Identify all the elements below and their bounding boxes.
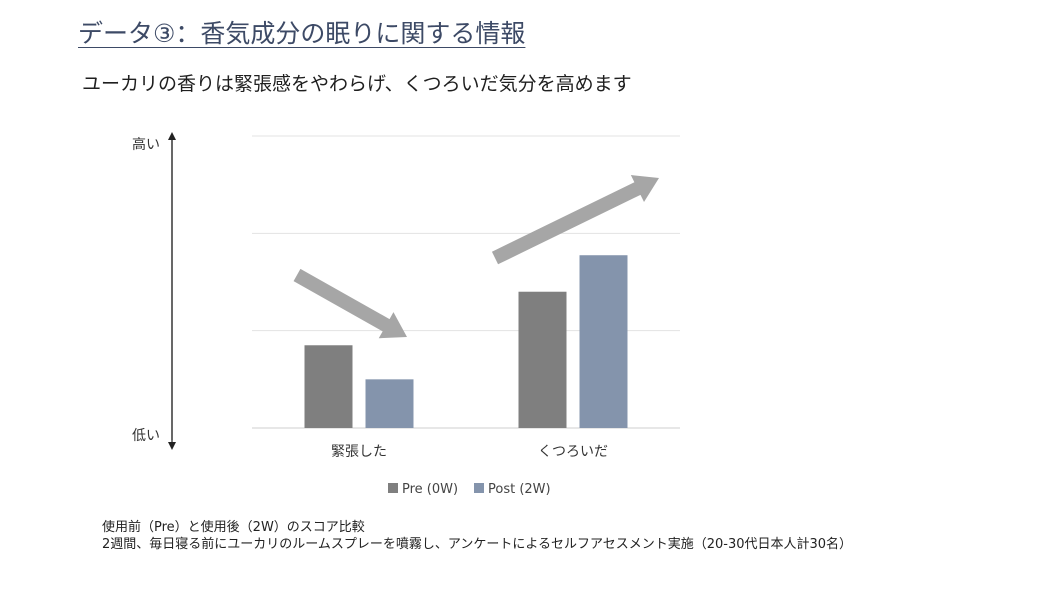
legend-swatch-0 [388, 483, 398, 493]
bar-pre-0 [304, 345, 353, 428]
page-subtitle: ユーカリの香りは緊張感をやわらげ、くつろいだ気分を高めます [82, 73, 632, 95]
trend-arrow-down [293, 268, 407, 339]
footnote-line-2: 2週間、毎日寝る前にユーカリのルームスプレーを噴霧し、アンケートによるセルフアセ… [102, 537, 853, 552]
bar-pre-1 [518, 291, 567, 428]
bar-post-1 [579, 255, 628, 428]
trend-arrow-up [491, 175, 659, 265]
x-tick-labels: 緊張した くつろいだ [331, 444, 608, 460]
bar-post-0 [365, 379, 414, 428]
footnote: 使用前（Pre）と使用後（2W）のスコア比較 2週間、毎日寝る前にユーカリのルー… [102, 519, 852, 553]
trend-arrows [293, 175, 659, 339]
page-title: データ③：香気成分の眠りに関する情報 [78, 19, 526, 48]
x-tick-label: 緊張した [331, 444, 387, 460]
legend: Pre (0W) Post (2W) [388, 482, 551, 497]
legend-label-1: Post (2W) [488, 482, 551, 497]
y-axis-top-label: 高い [132, 136, 160, 153]
y-axis-bottom-label: 低い [132, 428, 160, 444]
bars [304, 255, 628, 428]
footnote-line-1: 使用前（Pre）と使用後（2W）のスコア比較 [102, 520, 365, 535]
legend-swatch-1 [474, 483, 484, 493]
legend-label-0: Pre (0W) [402, 482, 458, 497]
x-tick-label: くつろいだ [538, 444, 608, 460]
